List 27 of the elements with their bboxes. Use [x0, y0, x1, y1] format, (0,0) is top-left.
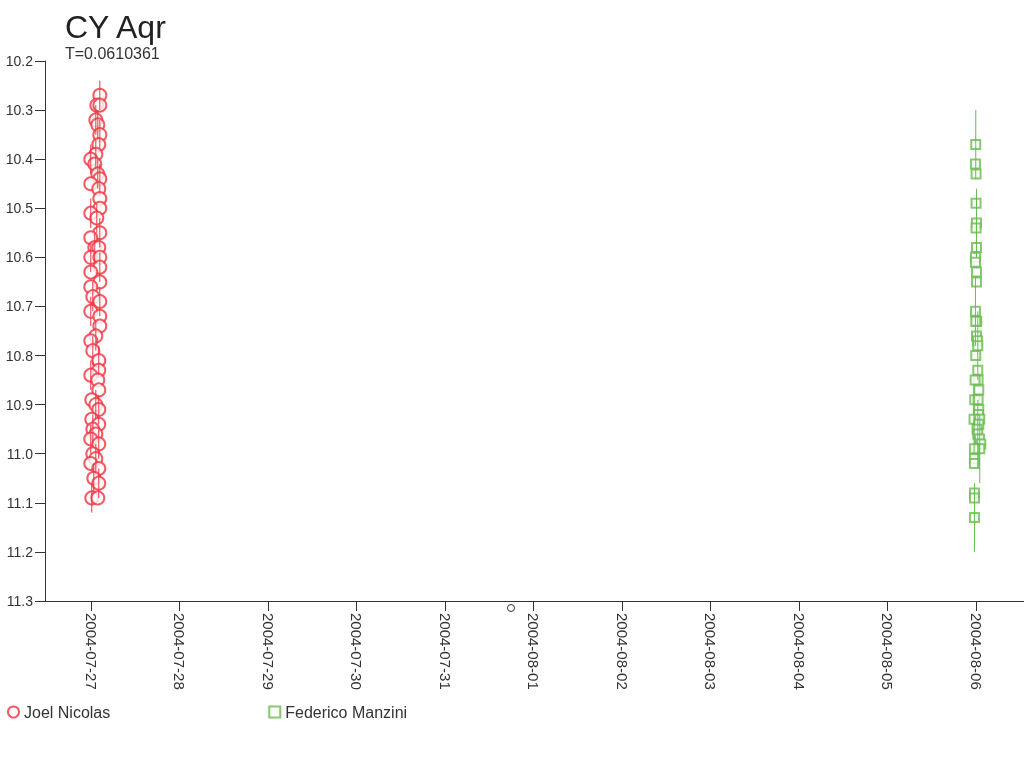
- y-tick-label: 10.9: [5, 396, 34, 413]
- y-tick-label: 10.2: [5, 53, 34, 69]
- x-tick-label: 2004-07-29: [259, 613, 277, 690]
- y-tick-label: 11.1: [6, 494, 34, 511]
- x-tick-label: 2004-07-31: [436, 613, 454, 690]
- x-tick-label: 2004-07-30: [348, 613, 366, 690]
- y-tick-label: 10.6: [5, 249, 34, 266]
- y-tick-label: 11.2: [6, 543, 34, 560]
- y-tick-label: 10.5: [5, 200, 34, 217]
- y-tick-label: 10.3: [5, 102, 34, 119]
- x-tick-label: 2004-08-06: [967, 613, 985, 690]
- x-tick-label: 2004-08-05: [879, 613, 897, 690]
- y-tick-label: 11.0: [6, 445, 34, 462]
- chart-title: CY Aqr: [65, 9, 167, 45]
- chart-subtitle: T=0.0610361: [65, 44, 160, 62]
- y-tick-label: 10.7: [5, 298, 34, 315]
- legend-label: Federico Manzini: [285, 703, 408, 721]
- x-tick-label: 2004-08-04: [790, 613, 808, 690]
- y-tick-label: 10.8: [5, 347, 34, 364]
- x-tick-label: 2004-07-28: [171, 613, 189, 690]
- y-tick-label: 11.3: [6, 593, 34, 609]
- legend-label: Joel Nicolas: [24, 703, 111, 721]
- y-tick-label: 10.4: [5, 151, 34, 168]
- x-tick-label: 2004-07-27: [82, 613, 100, 690]
- x-tick-label: 2004-08-01: [525, 613, 543, 690]
- x-tick-label: 2004-08-02: [613, 613, 631, 690]
- x-tick-label: 2004-08-03: [702, 613, 720, 690]
